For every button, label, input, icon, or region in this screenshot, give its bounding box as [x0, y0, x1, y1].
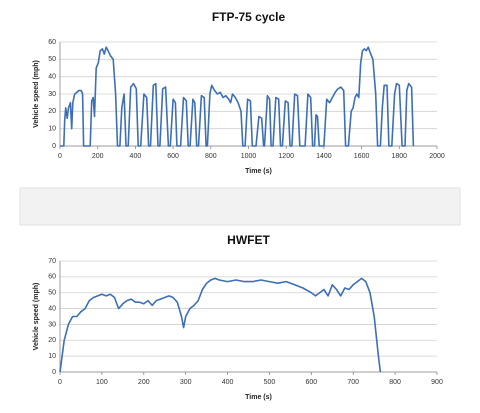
- y-tick-label: 50: [48, 56, 56, 63]
- y-axis-label: Vehicle speed (mph): [33, 283, 40, 351]
- x-tick-label: 1000: [241, 153, 257, 160]
- x-tick-label: 400: [222, 379, 234, 386]
- chart-title: FTP-75 cycle: [212, 10, 286, 24]
- x-tick-label: 600: [167, 153, 179, 160]
- x-tick-label: 700: [347, 379, 359, 386]
- y-tick-label: 0: [52, 143, 56, 150]
- y-tick-label: 10: [48, 353, 56, 360]
- y-tick-label: 20: [48, 337, 56, 344]
- x-tick-label: 500: [264, 379, 276, 386]
- x-tick-label: 200: [92, 153, 104, 160]
- x-tick-label: 1800: [392, 153, 408, 160]
- x-tick-label: 200: [138, 379, 150, 386]
- data-line: [60, 46, 415, 147]
- x-tick-label: 1600: [354, 153, 370, 160]
- x-tick-label: 1200: [278, 153, 294, 160]
- x-tick-label: 300: [180, 379, 192, 386]
- y-tick-label: 60: [48, 39, 56, 46]
- chart-title: HWFET: [227, 233, 270, 247]
- y-tick-label: 40: [48, 74, 56, 81]
- x-tick-label: 100: [96, 379, 108, 386]
- y-tick-label: 40: [48, 305, 56, 312]
- y-tick-label: 70: [48, 258, 56, 265]
- y-tick-label: 30: [48, 321, 56, 328]
- y-tick-label: 60: [48, 274, 56, 281]
- x-axis-label: Time (s): [245, 168, 272, 175]
- y-tick-label: 10: [48, 126, 56, 133]
- x-tick-label: 2000: [429, 153, 445, 160]
- y-tick-label: 30: [48, 91, 56, 98]
- y-tick-label: 0: [52, 369, 56, 376]
- y-axis-label: Vehicle speed (mph): [33, 60, 40, 128]
- x-tick-label: 600: [305, 379, 317, 386]
- x-tick-label: 800: [205, 153, 217, 160]
- x-tick-label: 0: [58, 153, 62, 160]
- y-tick-label: 50: [48, 290, 56, 297]
- x-tick-label: 400: [130, 153, 142, 160]
- x-tick-label: 1400: [316, 153, 332, 160]
- data-line: [59, 277, 382, 373]
- x-axis-label: Time (s): [245, 394, 272, 401]
- x-tick-label: 900: [431, 379, 443, 386]
- x-tick-label: 800: [389, 379, 401, 386]
- separator-band: [19, 187, 461, 226]
- y-tick-label: 20: [48, 108, 56, 115]
- x-tick-label: 0: [58, 379, 62, 386]
